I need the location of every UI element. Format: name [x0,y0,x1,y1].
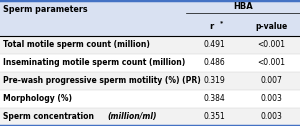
Text: 0.384: 0.384 [204,94,225,103]
Text: (million/ml): (million/ml) [107,113,157,121]
Text: p-value: p-value [255,23,288,32]
Bar [0,36,300,54]
Bar [0,90,300,108]
Text: <0.001: <0.001 [257,40,286,50]
Text: <0.001: <0.001 [257,58,286,68]
Text: 0.007: 0.007 [261,76,282,86]
Text: 0.351: 0.351 [204,113,225,121]
Text: HBA: HBA [233,2,253,11]
Text: 0.003: 0.003 [261,94,282,103]
Bar [0,54,300,72]
Text: Sperm concentration: Sperm concentration [3,113,97,121]
Text: Total motile sperm count (million): Total motile sperm count (million) [3,40,150,50]
Bar [0,18,300,36]
Bar [0,72,300,90]
Text: Morphology (%): Morphology (%) [3,94,72,103]
Text: 0.003: 0.003 [261,113,282,121]
Text: Sperm parameters: Sperm parameters [3,5,88,13]
Text: 0.486: 0.486 [204,58,225,68]
Text: r: r [209,23,214,32]
Bar [0,108,300,126]
Text: Inseminating motile sperm count (million): Inseminating motile sperm count (million… [3,58,185,68]
Bar [0,0,300,18]
Text: *: * [220,21,223,26]
Text: Pre-wash progressive sperm motility (%) (PR): Pre-wash progressive sperm motility (%) … [3,76,201,86]
Text: 0.319: 0.319 [204,76,225,86]
Text: 0.491: 0.491 [204,40,225,50]
